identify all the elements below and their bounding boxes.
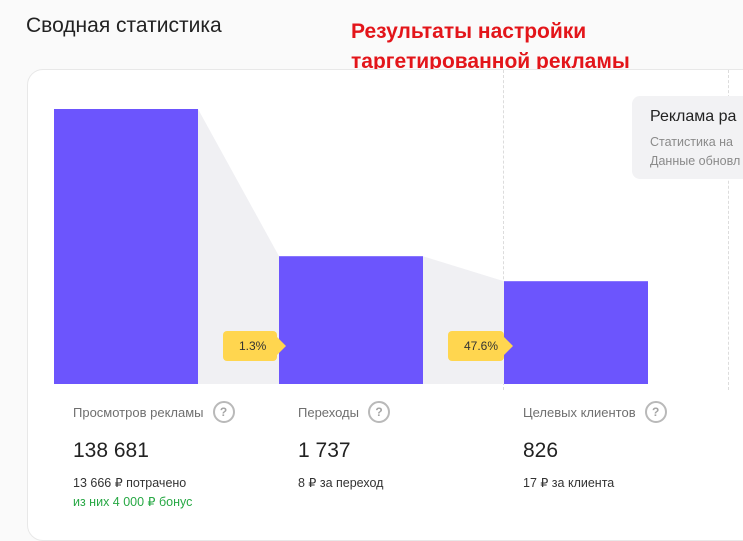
metric-label-text: Переходы	[298, 404, 359, 420]
annotation-text: Результаты настройки таргетированной рек…	[351, 17, 630, 77]
bar-target-clients[interactable]	[504, 281, 648, 384]
metric-cost-per-client: 17 ₽ за клиента	[523, 476, 615, 490]
bar-clicks[interactable]	[279, 256, 423, 384]
question-circle-icon[interactable]: ?	[367, 401, 390, 423]
metric-impressions: Просмотров рекламы ? 138 681 13 666 ₽ по…	[73, 400, 288, 509]
grid-divider	[728, 70, 729, 390]
metric-label-text: Просмотров рекламы	[73, 404, 204, 420]
metric-clicks: Переходы ? 1 737 8 ₽ за переход	[298, 400, 513, 490]
metric-value: 138 681	[73, 439, 149, 462]
page-title: Сводная статистика	[26, 14, 222, 37]
conversion-badge-2: 47.6%	[448, 331, 513, 361]
metric-bonus: из них 4 000 ₽ бонус	[73, 495, 193, 509]
metric-label: Целевых клиентов ?	[523, 400, 738, 424]
funnel-connector-2	[423, 256, 504, 384]
info-box-title: Реклама ра	[650, 108, 737, 125]
metric-label: Переходы ?	[298, 400, 513, 424]
info-box-line: Данные обновл	[650, 154, 741, 168]
grid-divider	[503, 70, 504, 390]
bar-impressions[interactable]	[54, 109, 198, 384]
question-circle-icon[interactable]: ?	[212, 401, 235, 423]
funnel-connector-1	[198, 109, 279, 384]
conversion-value: 1.3%	[239, 339, 267, 353]
conversion-value: 47.6%	[464, 339, 499, 353]
info-box-line: Статистика на	[650, 135, 733, 149]
metric-value: 826	[523, 439, 559, 462]
annotation-line-2: таргетированной рекламы	[351, 50, 630, 73]
metric-cost-per-click: 8 ₽ за переход	[298, 476, 384, 490]
metric-label-text: Целевых клиентов	[523, 404, 636, 420]
info-box[interactable]: Реклама ра Статистика на Данные обновл	[632, 96, 743, 179]
metric-value: 1 737	[298, 439, 351, 462]
metric-spent: 13 666 ₽ потрачено	[73, 476, 187, 490]
conversion-badge-1: 1.3%	[223, 331, 286, 361]
question-circle-icon[interactable]: ?	[644, 401, 667, 423]
annotation-line-1: Результаты настройки	[351, 20, 587, 43]
metric-target-clients: Целевых клиентов ? 826 17 ₽ за клиента	[523, 400, 738, 490]
metric-label: Просмотров рекламы ?	[73, 400, 288, 424]
